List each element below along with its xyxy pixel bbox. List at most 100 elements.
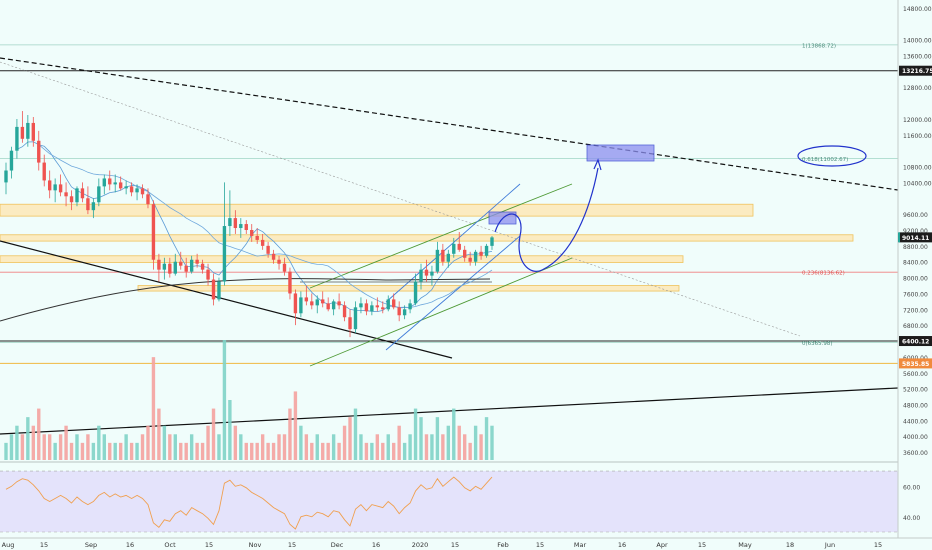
time-tick-label: Nov	[249, 541, 262, 549]
candle-body	[408, 303, 412, 310]
moving-average-medium	[38, 144, 493, 308]
candle-body	[304, 297, 309, 302]
volume-bar	[146, 425, 150, 460]
volume-bar	[20, 434, 25, 460]
fibonacci-levels	[0, 44, 898, 343]
candle-body	[31, 122, 35, 141]
volume-bar	[195, 442, 199, 460]
target-ellipse	[797, 145, 867, 167]
price-label-background	[899, 232, 932, 243]
time-axis[interactable]: Aug 15 Sep 16 Oct 15 Nov 15 Dec 16 2020 15 Feb 15 Mar 1…	[0, 537, 932, 549]
volume-bar	[184, 442, 188, 460]
volume-bar	[151, 357, 156, 460]
volume-bar	[162, 425, 167, 460]
volume-bars	[4, 340, 494, 460]
price-pane[interactable]: 1(13868.72) 0.618(11002.67) 0.236(8136.62)…	[0, 43, 899, 460]
price-axis[interactable]: 14800.00 14000.00 13600.00 12800.00 12000.00…	[897, 0, 932, 538]
volume-bar	[342, 425, 347, 460]
candle-body	[419, 269, 423, 282]
time-tick-label: Aug	[2, 541, 15, 549]
price-tick-label: 5200.00	[903, 387, 928, 394]
volume-bar	[255, 442, 259, 460]
price-label-background	[899, 358, 932, 369]
volume-bar	[304, 434, 309, 460]
price-tick-label: 8400.00	[903, 260, 928, 267]
volume-bar	[310, 442, 314, 460]
candle-body	[370, 305, 374, 312]
price-tick-label: 7200.00	[903, 307, 928, 314]
candle-body	[47, 180, 52, 191]
arrow-head-icon	[593, 158, 602, 171]
volume-bar	[179, 442, 183, 460]
time-tick-label: 15	[288, 541, 296, 549]
volume-bar	[140, 434, 145, 460]
volume-bar	[86, 434, 90, 460]
volume-bar	[222, 340, 227, 460]
price-zone	[0, 255, 684, 263]
candle-body	[129, 186, 134, 193]
time-tick-label: 16	[618, 541, 626, 549]
candle-body	[91, 202, 96, 211]
candle-body	[206, 269, 210, 280]
volume-bar	[364, 442, 369, 460]
volume-bar	[75, 434, 79, 460]
volume-bar	[9, 434, 14, 460]
rsi-pane[interactable]	[0, 461, 898, 533]
fibonacci-level-label: 1(13868.72)	[802, 43, 836, 49]
volume-bar	[484, 417, 489, 460]
candle-body	[53, 184, 57, 191]
volume-bar	[353, 408, 358, 460]
candle-body	[430, 271, 434, 276]
candle-body	[151, 204, 156, 260]
dashed-downtrend-line	[0, 57, 899, 191]
candle-body	[299, 297, 303, 314]
candle-body	[102, 178, 106, 187]
volume-bar	[26, 417, 30, 460]
candle-body	[124, 186, 128, 189]
volume-bar	[4, 442, 8, 460]
volume-bar	[228, 400, 232, 460]
price-tick-label: 3600.00	[903, 450, 928, 457]
price-zone	[0, 203, 754, 217]
price-tick-label: 6800.00	[903, 323, 928, 330]
candle-body	[337, 301, 341, 306]
fibonacci-labels: 1(13868.72) 0.618(11002.67) 0.236(8136.62)…	[802, 43, 848, 347]
time-tick-label: 15	[451, 541, 459, 549]
candle-body	[424, 269, 429, 276]
time-tick-label: 16	[372, 541, 380, 549]
volume-bar	[129, 442, 134, 460]
price-tick-label: 13600.00	[903, 54, 932, 61]
volume-bar	[446, 425, 451, 460]
projected-price-path	[494, 167, 599, 272]
green-channel-upper	[309, 183, 573, 289]
rsi-line	[5, 476, 493, 530]
volume-bar	[468, 442, 472, 460]
candle-body	[75, 188, 79, 203]
price-axis-ticks: 14800.00 14000.00 13600.00 12800.00 12000.00…	[903, 6, 932, 457]
price-label-text: 6400.12	[902, 339, 929, 346]
volume-bar	[473, 425, 478, 460]
price-label-background	[899, 65, 932, 76]
volume-bar	[118, 442, 123, 460]
candle-body	[397, 307, 401, 316]
volume-bar	[370, 442, 374, 460]
candle-body	[315, 299, 319, 306]
candle-body	[484, 245, 489, 256]
volume-bar	[91, 442, 96, 460]
candle-body	[255, 235, 259, 240]
projection-annotations	[488, 144, 867, 272]
volume-bar	[397, 425, 401, 460]
volume-bar	[299, 425, 303, 460]
volume-bar	[435, 417, 440, 460]
candle-body	[479, 251, 483, 256]
rsi-tick-label: 40.00	[903, 515, 920, 522]
dotted-trend-line	[0, 61, 801, 337]
price-tick-label: 8000.00	[903, 276, 928, 283]
volume-bar	[282, 434, 287, 460]
time-tick-label: Dec	[331, 541, 344, 549]
volume-bar	[277, 434, 281, 460]
candle-body	[364, 303, 369, 312]
price-tick-label: 5600.00	[903, 371, 928, 378]
price-tick-label: 4400.00	[903, 418, 928, 425]
